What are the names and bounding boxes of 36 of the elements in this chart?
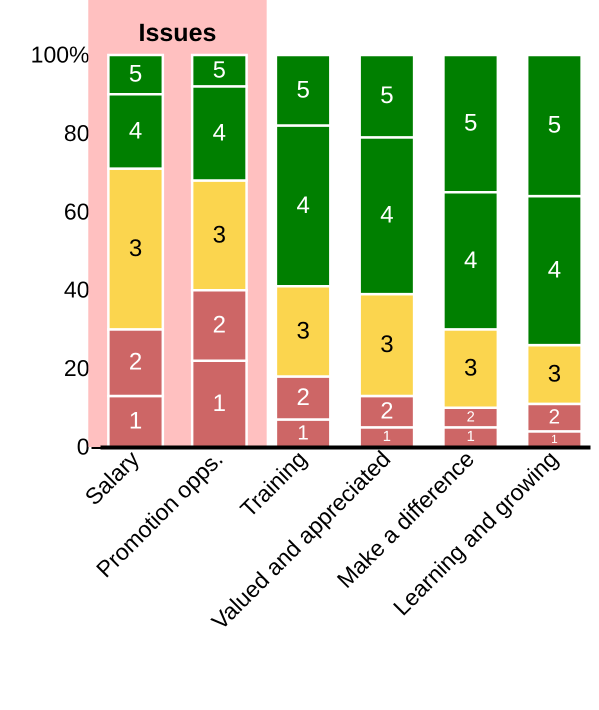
text: 2 (296, 384, 310, 411)
text: 4 (464, 246, 478, 274)
text: 1 (466, 429, 475, 446)
text: 5 (128, 60, 142, 88)
text: 4 (380, 202, 394, 229)
text: 5 (296, 76, 310, 104)
text: 2 (466, 410, 475, 426)
text: 5 (380, 82, 394, 110)
text: 1 (382, 429, 391, 446)
y-tick-label: 60 (64, 198, 90, 224)
text: 3 (212, 221, 226, 248)
text: 1 (212, 390, 226, 417)
text: 2 (212, 311, 226, 338)
text: 1 (128, 408, 142, 435)
text: 5 (548, 112, 562, 139)
series-label: 2 (380, 398, 394, 424)
y-tick-label: 80 (64, 120, 90, 146)
series-label: 3 (548, 360, 562, 388)
series-label: 4 (296, 192, 310, 219)
text: 2 (548, 406, 560, 429)
text: 3 (296, 317, 310, 344)
text: 4 (128, 117, 142, 144)
text: 5 (464, 110, 478, 137)
text: 3 (380, 331, 394, 358)
text: 4 (548, 256, 562, 284)
text: 2 (128, 348, 142, 376)
text: 3 (464, 354, 478, 382)
text: 3 (128, 235, 142, 262)
y-tick-label: 100% (30, 42, 90, 68)
text: 1 (297, 421, 309, 444)
y-tick-label: 20 (64, 355, 90, 382)
text: 4 (212, 119, 226, 146)
y-tick-label: 40 (64, 276, 90, 303)
series-label: 1 (551, 433, 558, 446)
band-label: Issues (138, 19, 216, 47)
series-label: 5 (212, 56, 226, 83)
